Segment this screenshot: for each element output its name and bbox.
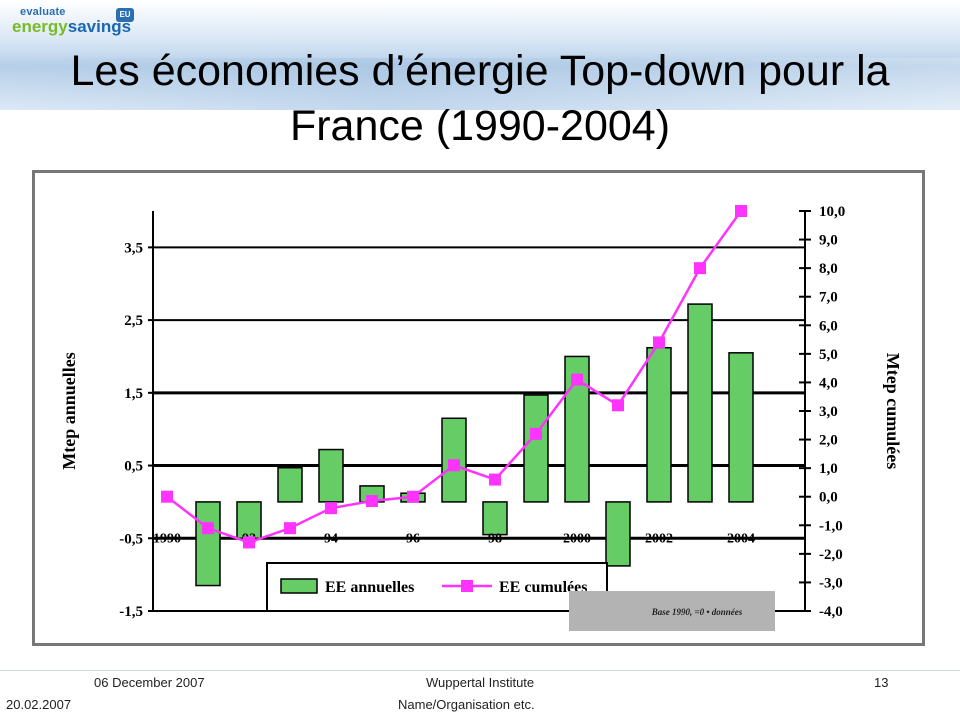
note-box [569, 591, 775, 631]
right-axis-tick-label: -1,0 [819, 518, 843, 534]
left-axis-tick-label: 2,5 [124, 313, 143, 329]
right-axis-tick-label: 0,0 [819, 490, 838, 506]
bar-ee-annuelles [482, 501, 508, 536]
point-ee-cumulees [325, 502, 337, 515]
bar-ee-annuelles [728, 352, 754, 503]
point-ee-cumulees [653, 336, 665, 349]
right-axis-tick-label: 4,0 [819, 375, 838, 391]
x-axis-tick-label: 2000 [563, 531, 591, 546]
point-ee-cumulees [202, 522, 214, 535]
right-axis-tick-label: 7,0 [819, 290, 838, 306]
footer-date-bottom: 20.02.2007 [6, 697, 72, 712]
left-axis-title: Mtep annuelles [59, 352, 79, 470]
bar-ee-annuelles [523, 394, 549, 503]
chart-frame: 3,5 2,5 1,5 0,5 -0,5 -1,5 10,0 9,0 8,0 7,0 6,0 5,0 4… [32, 170, 925, 646]
footer-date-top: 06 December 2007 [94, 675, 205, 690]
bar-ee-annuelles [646, 346, 672, 503]
logo-evaluate-text: evaluate [20, 6, 66, 18]
right-axis-tick-label: 5,0 [819, 347, 838, 363]
legend-label-cumulees: EE cumulées [499, 579, 587, 596]
right-axis-tick-label: 6,0 [819, 318, 838, 334]
left-axis-tick-label: 0,5 [124, 459, 143, 475]
bar-ee-annuelles [318, 448, 344, 503]
point-ee-cumulees [448, 459, 460, 472]
legend-point-swatch [461, 580, 473, 592]
point-ee-cumulees [366, 495, 378, 507]
point-ee-cumulees [243, 536, 255, 549]
footer-org-bottom: Name/Organisation etc. [398, 697, 535, 712]
legend-label-annuelles: EE annuelles [325, 579, 414, 596]
legend-box [266, 562, 608, 612]
point-ee-cumulees [612, 399, 624, 412]
bar-ee-annuelles [687, 303, 713, 503]
point-ee-cumulees [694, 262, 706, 275]
right-axis-tick-label: 8,0 [819, 261, 838, 277]
left-axis-tick-label: -0,5 [119, 531, 143, 547]
header-banner: evaluate energysavings EU [0, 0, 960, 110]
footer-divider [0, 670, 960, 671]
right-axis-tick-label: 9,0 [819, 233, 838, 249]
footer-org-top: Wuppertal Institute [426, 675, 535, 690]
footer-page-number: 13 [874, 675, 889, 690]
logo-energy-savings-text: energysavings [12, 17, 132, 36]
bar-ee-annuelles [605, 501, 631, 567]
right-axis-tick-label: 3,0 [819, 404, 838, 420]
bar-ee-annuelles [236, 501, 262, 540]
right-axis-tick-label: -4,0 [819, 604, 843, 620]
point-ee-cumulees [284, 522, 296, 535]
left-axis-tick-label: 3,5 [124, 240, 143, 256]
point-ee-cumulees [735, 205, 747, 217]
bar-ee-annuelles [277, 466, 303, 503]
point-ee-cumulees [571, 373, 583, 386]
x-axis-tick-label: 1990 [153, 531, 181, 546]
right-axis-tick-label: -3,0 [819, 575, 843, 591]
bar-ee-annuelles [195, 501, 221, 587]
point-ee-cumulees [407, 490, 419, 503]
slide-title: Les économies d’énergie Top-down pour la… [70, 47, 890, 150]
x-axis-tick-label: 96 [406, 531, 420, 546]
point-ee-cumulees [161, 490, 173, 503]
x-axis-tick-label: 98 [488, 531, 502, 546]
evaluate-energy-savings-logo: evaluate energysavings EU [12, 6, 134, 40]
right-axis-tick-label: 1,0 [819, 461, 838, 477]
x-axis-tick-label: 2004 [727, 531, 755, 546]
x-axis-tick-label: 94 [324, 531, 338, 546]
x-axis-tick-label: 2002 [645, 531, 673, 546]
logo-eu-badge: EU [116, 8, 134, 22]
right-axis-title: Mtep cumulées [883, 353, 903, 469]
point-ee-cumulees [489, 473, 501, 486]
chart-svg: 3,5 2,5 1,5 0,5 -0,5 -1,5 10,0 9,0 8,0 7,0 6,0 5,0 4… [59, 204, 903, 631]
note-text: Base 1990, =0 • données [651, 607, 743, 617]
left-axis-tick-label: -1,5 [119, 604, 143, 620]
point-ee-cumulees [530, 427, 542, 440]
banner-stripe [0, 58, 960, 110]
right-axis-tick-label: 2,0 [819, 433, 838, 449]
legend-bar-swatch [280, 578, 318, 594]
left-axis-tick-label: 1,5 [124, 386, 143, 402]
right-axis-tick-label: -2,0 [819, 547, 843, 563]
right-axis-tick-label: 10,0 [819, 204, 845, 220]
